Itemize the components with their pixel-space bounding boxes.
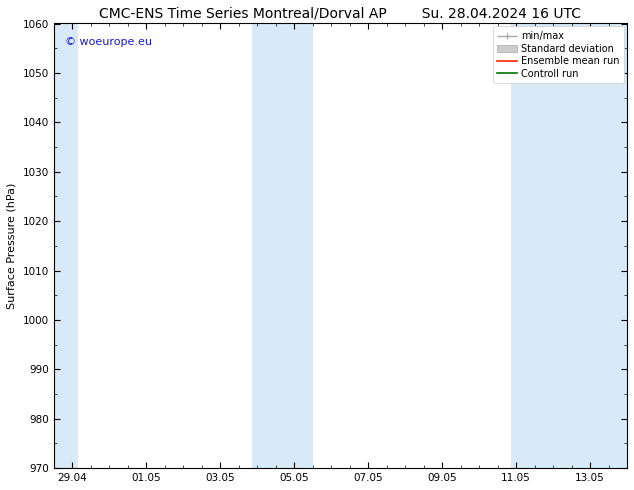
Bar — [54, 24, 77, 468]
Y-axis label: Surface Pressure (hPa): Surface Pressure (hPa) — [7, 183, 17, 309]
Legend: min/max, Standard deviation, Ensemble mean run, Controll run: min/max, Standard deviation, Ensemble me… — [493, 26, 624, 83]
Text: © woeurope.eu: © woeurope.eu — [65, 37, 152, 47]
Title: CMC-ENS Time Series Montreal/Dorval AP        Su. 28.04.2024 16 UTC: CMC-ENS Time Series Montreal/Dorval AP S… — [100, 7, 581, 21]
Bar — [510, 24, 627, 468]
Bar — [252, 24, 313, 468]
